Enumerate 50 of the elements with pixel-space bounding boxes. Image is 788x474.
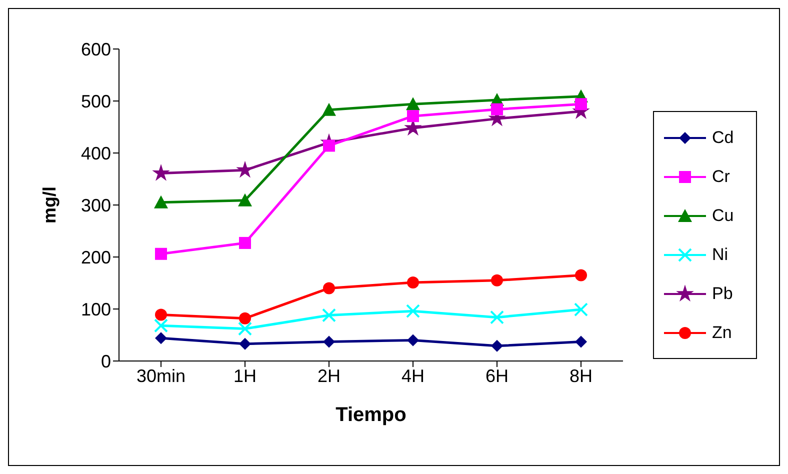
point: [575, 98, 587, 110]
legend-label: Ni: [712, 244, 728, 264]
point: [323, 140, 335, 152]
point: [322, 308, 336, 322]
point: [406, 304, 420, 318]
point: [238, 193, 252, 206]
point: [155, 248, 167, 260]
point: [575, 269, 587, 282]
point: [491, 103, 503, 116]
legend-label: Cr: [712, 166, 730, 186]
point: [239, 338, 251, 350]
point: [239, 312, 251, 324]
point: [407, 276, 419, 288]
x-tick-label: 1H: [233, 366, 257, 386]
point: [152, 164, 170, 180]
y-tick-label: 300: [80, 195, 111, 216]
point: [322, 102, 336, 116]
legend-label: Cd: [712, 128, 734, 148]
point: [406, 97, 420, 110]
point: [407, 334, 419, 346]
point: [323, 336, 335, 348]
point: [154, 318, 168, 333]
y-tick-label: 500: [80, 91, 111, 112]
y-tick-label: 100: [80, 299, 111, 320]
point: [238, 322, 252, 336]
point: [323, 282, 335, 294]
point: [491, 340, 503, 352]
legend-label: Cu: [712, 206, 734, 226]
y-tick-label: 400: [80, 143, 111, 164]
point: [155, 308, 167, 321]
point: [575, 336, 587, 348]
x-tick-label: 6H: [485, 366, 509, 386]
point: [239, 236, 251, 249]
point: [490, 310, 504, 324]
legend-label: Zn: [712, 322, 732, 342]
point: [491, 274, 503, 286]
point: [407, 110, 419, 122]
x-tick-label: 2H: [317, 366, 341, 386]
y-tick-label: 200: [80, 247, 111, 268]
x-tick-label: 8H: [569, 366, 593, 386]
point: [154, 195, 168, 208]
point: [574, 302, 588, 317]
x-tick-label: 4H: [401, 366, 425, 386]
y-axis-title: mg/l: [39, 186, 60, 224]
x-tick-label: 30min: [136, 366, 186, 386]
legend-label: Pb: [712, 284, 733, 304]
y-tick-label: 0: [100, 351, 111, 372]
point: [155, 332, 167, 344]
x-axis-title: Tiempo: [336, 404, 406, 426]
y-tick-label: 600: [80, 39, 111, 60]
